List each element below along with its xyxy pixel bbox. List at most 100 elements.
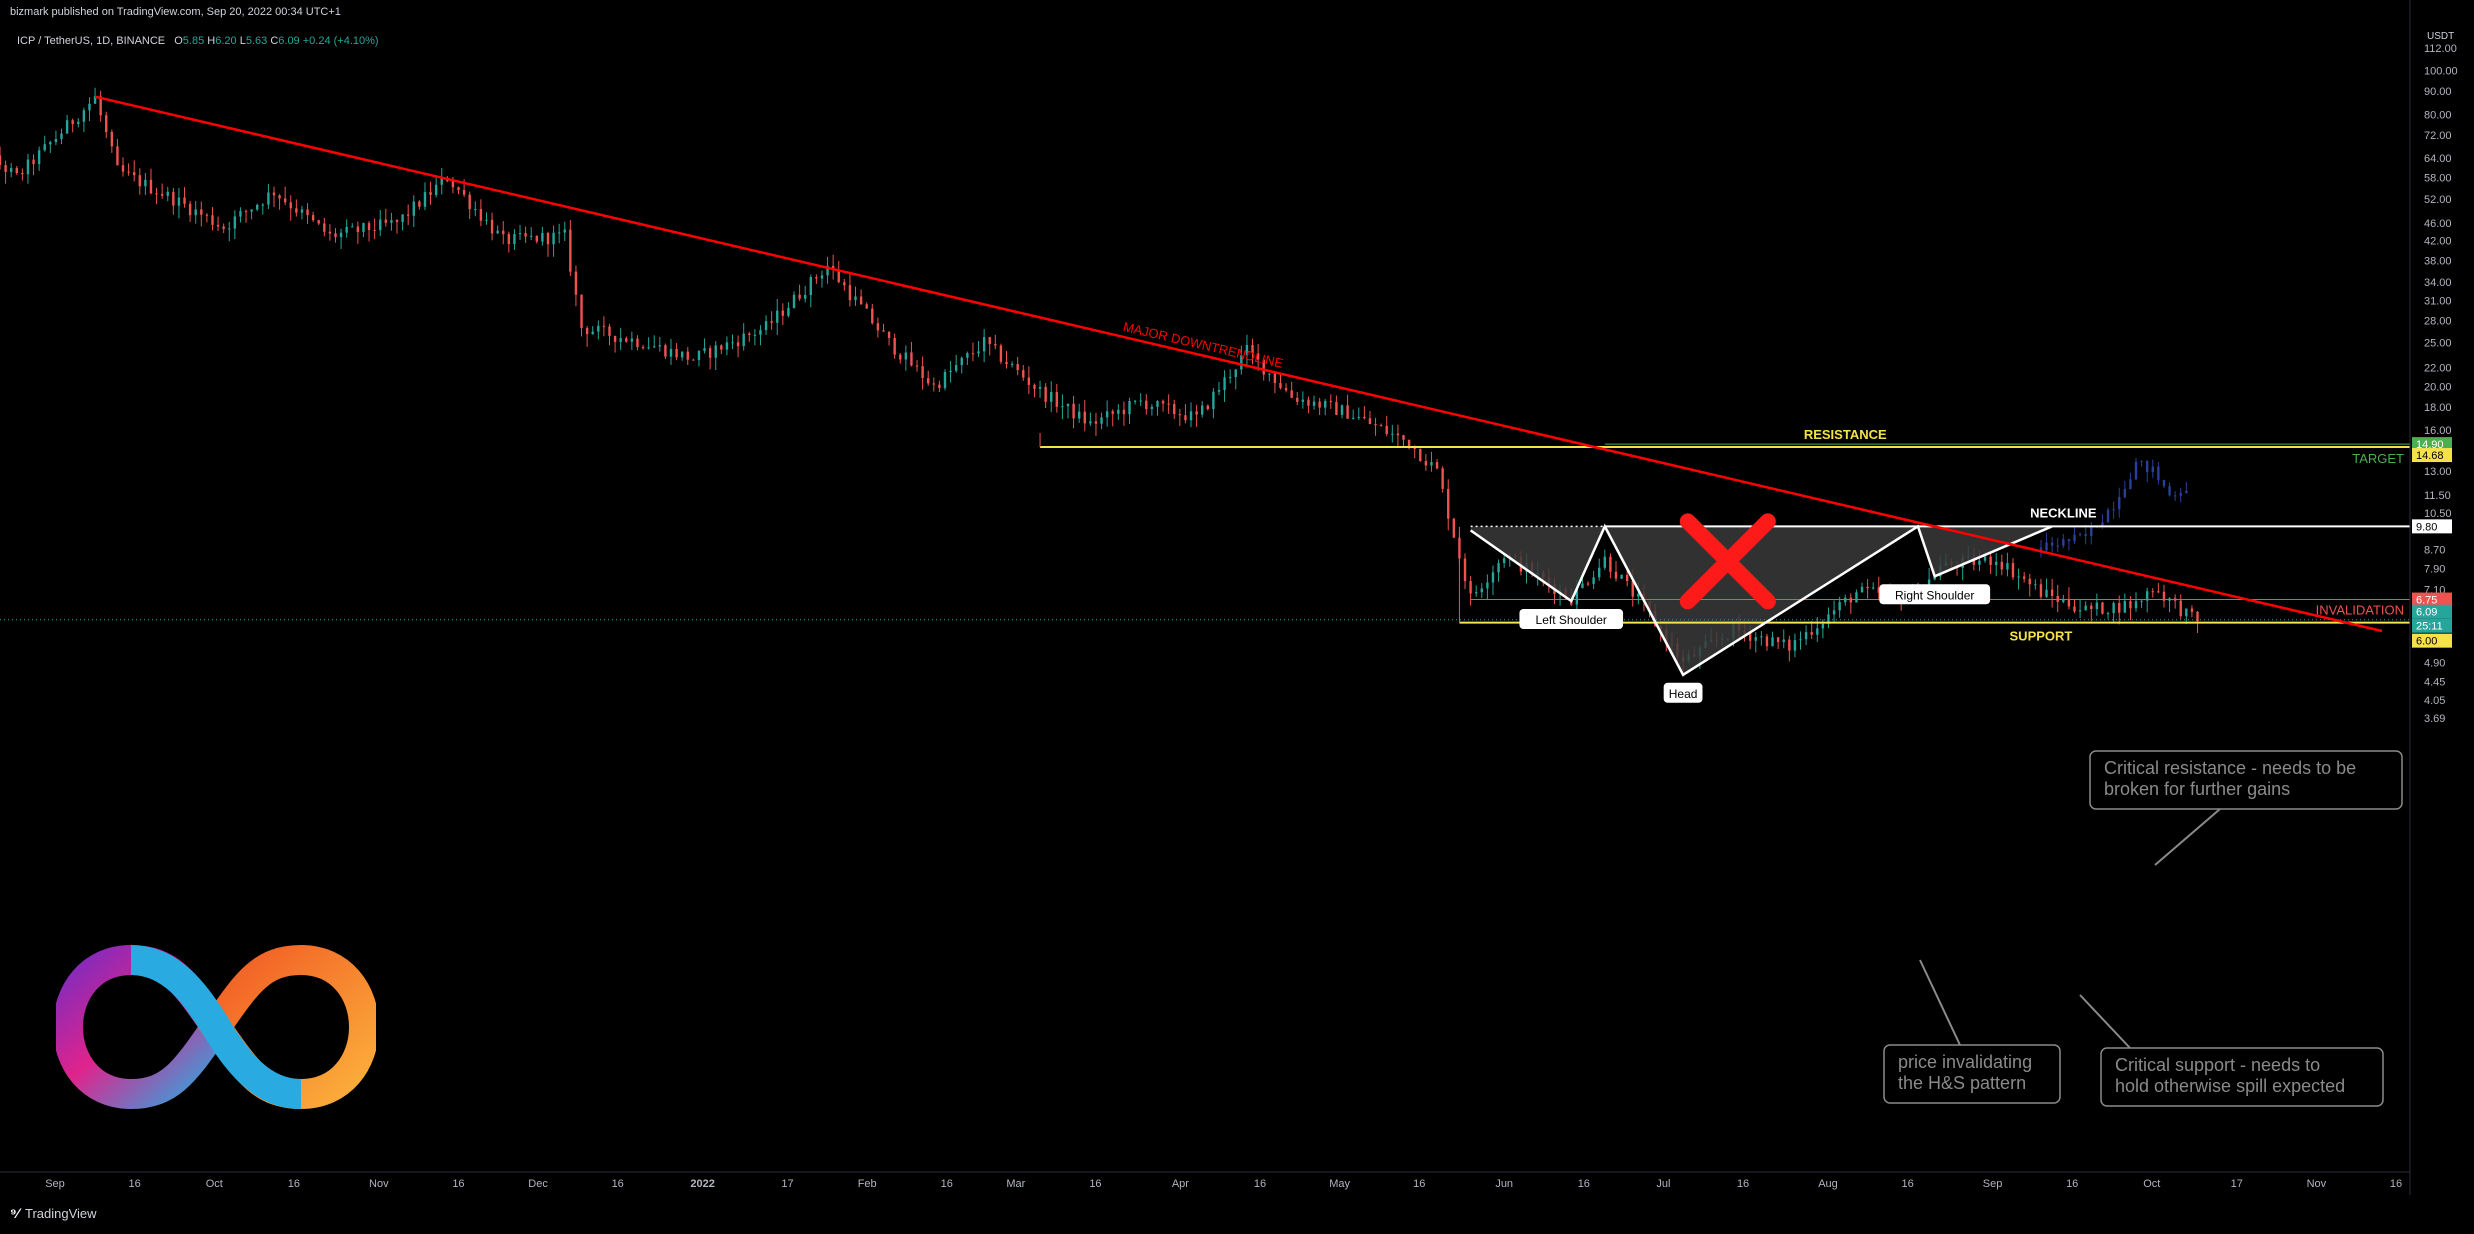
candle-body-234 <box>1268 373 1271 375</box>
candle-122 <box>641 344 645 350</box>
time-tick-27: 17 <box>2231 1178 2243 1190</box>
candle-body-264 <box>1435 462 1439 469</box>
candle-body-336 <box>1838 602 1841 611</box>
candle-body-211 <box>1139 400 1142 402</box>
candle-217 <box>1173 399 1176 419</box>
candle-47 <box>222 223 225 234</box>
critical-resistance-callout[interactable]: Critical resistance - needs to bebroken … <box>2089 750 2403 866</box>
candle-329 <box>1799 631 1802 650</box>
candle-126 <box>664 343 667 360</box>
candle-69 <box>345 219 348 238</box>
candle-body-257 <box>1396 433 1400 436</box>
candle-body-369 <box>2022 576 2026 579</box>
candle-334 <box>1827 607 1830 628</box>
candle-125 <box>658 336 662 352</box>
candle-body-322 <box>1760 636 1763 638</box>
candle-184 <box>988 336 991 356</box>
candle-169 <box>904 345 908 371</box>
footer-brand[interactable]: TradingView <box>24 1205 97 1221</box>
candle-213 <box>1150 404 1154 416</box>
candle-body-181 <box>971 353 975 355</box>
candle-76 <box>384 208 388 227</box>
symbol-name[interactable]: ICP / TetherUS, 1D, BINANCE <box>17 35 166 47</box>
candle-327 <box>1788 635 1791 662</box>
candle-335 <box>1832 600 1836 623</box>
projection-candle-body-6 <box>2073 534 2076 542</box>
candle-body-48 <box>228 228 231 230</box>
projection-candle-body-4 <box>2062 539 2065 546</box>
candle-214 <box>1156 400 1159 416</box>
candle-body-146 <box>776 310 779 323</box>
candle-body-153 <box>815 277 818 279</box>
projection-layer <box>2039 458 2188 558</box>
projection-candle-body-15 <box>2123 489 2127 498</box>
candle-175 <box>938 380 941 393</box>
projection-candle-3 <box>2056 537 2059 553</box>
time-tick-15: 16 <box>1254 1178 1266 1190</box>
projection-candle-12 <box>2106 507 2110 523</box>
candle-body-372 <box>2039 584 2043 597</box>
candle-body-109 <box>569 229 572 272</box>
candle-body-226 <box>1223 377 1226 390</box>
candle-363 <box>1989 551 1992 575</box>
candle-body-74 <box>373 230 376 232</box>
candle-body-19 <box>65 120 69 134</box>
candle-207 <box>1117 404 1120 421</box>
candle-254 <box>1379 423 1383 427</box>
price-tick-21: 13.00 <box>2424 466 2452 478</box>
candle-body-276 <box>1502 558 1506 564</box>
candle-body-324 <box>1771 637 1774 647</box>
candle-body-269 <box>1463 558 1467 582</box>
projection-candle-4 <box>2062 533 2065 549</box>
projection-candle-body-11 <box>2101 522 2104 528</box>
candle-128 <box>675 343 678 361</box>
candle-57 <box>278 194 281 210</box>
candle-body-253 <box>1374 424 1377 426</box>
candle-234 <box>1268 373 1271 382</box>
candle-130 <box>686 346 689 365</box>
time-tick-20: Jul <box>1656 1178 1670 1190</box>
time-tick-1: 16 <box>129 1178 141 1190</box>
candle-body-292 <box>1592 577 1595 584</box>
time-tick-24: Sep <box>1983 1178 2003 1190</box>
invalidation-label: INVALIDATION <box>2316 603 2404 618</box>
projection-candle-body-20 <box>2151 466 2154 473</box>
candle-body-239 <box>1296 397 1299 402</box>
candle-body-45 <box>211 215 214 225</box>
candle-body-391 <box>2145 591 2149 601</box>
candle-14 <box>37 146 41 171</box>
candle-398 <box>2185 608 2188 625</box>
candle-body-263 <box>1430 462 1433 466</box>
candle-body-255 <box>1385 425 1388 434</box>
candle-body-215 <box>1161 400 1165 404</box>
candle-body-259 <box>1407 439 1411 449</box>
candle-body-38 <box>172 191 175 206</box>
candle-103 <box>535 235 538 244</box>
footer: ⁹⁄ TradingView <box>10 1205 97 1221</box>
price-invalidating-callout-pointer <box>1919 959 1961 1046</box>
price-tick-23: 10.50 <box>2424 508 2452 520</box>
candle-323 <box>1765 633 1769 651</box>
candle-379 <box>2078 599 2082 618</box>
candle-body-192 <box>1033 384 1036 389</box>
candle-242 <box>1312 395 1316 410</box>
candle-body-235 <box>1273 373 1277 383</box>
candle-243 <box>1318 397 1321 416</box>
candle-120 <box>630 331 634 351</box>
candle-205 <box>1105 400 1109 427</box>
candle-body-107 <box>557 232 561 234</box>
candle-body-200 <box>1077 411 1081 419</box>
candle-295 <box>1609 553 1612 579</box>
projection-candle-19 <box>2145 460 2149 483</box>
candle-body-222 <box>1201 405 1204 415</box>
candle-body-184 <box>988 337 991 345</box>
price-tick-8: 46.00 <box>2424 218 2452 230</box>
projection-candle-body-26 <box>2185 490 2188 494</box>
time-tick-16: May <box>1329 1178 1350 1190</box>
price-tick-22: 11.50 <box>2424 490 2451 502</box>
candle-body-122 <box>641 347 645 349</box>
candle-370 <box>2028 573 2031 597</box>
